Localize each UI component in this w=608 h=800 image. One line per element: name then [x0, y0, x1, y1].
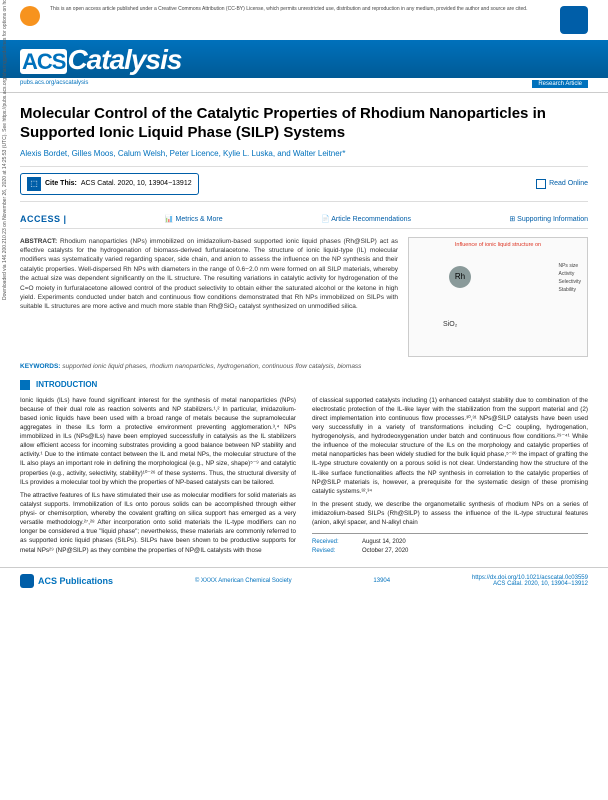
figure-rh-particle: Rh [449, 266, 471, 288]
footer-ref: ACS Catal. 2020, 10, 13904−13912 [472, 581, 588, 587]
footer-doi[interactable]: https://dx.doi.org/10.1021/acscatal.0c03… [472, 575, 588, 581]
cite-label: Cite This: [45, 180, 77, 187]
introduction-header: INTRODUCTION [20, 380, 588, 390]
abstract-label: ABSTRACT: [20, 238, 57, 245]
figure-property-labels: NPs size Activity Selectivity Stability [558, 262, 581, 294]
intro-p4: In the present study, we describe the or… [312, 500, 588, 527]
journal-title: ACSCatalysis [20, 44, 181, 75]
footer-logo: ACS Publications [20, 574, 113, 588]
footer-logo-icon [20, 574, 34, 588]
recommendations-link[interactable]: 📄 Article Recommendations [321, 215, 411, 223]
footer-copyright: © XXXX American Chemical Society [195, 578, 292, 584]
cite-row: ⬚ Cite This: ACS Catal. 2020, 10, 13904−… [20, 166, 588, 202]
abstract-body: Rhodium nanoparticles (NPs) immobilized … [20, 238, 398, 311]
open-access-text: This is an open access article published… [50, 6, 527, 13]
dates-box: Received: August 14, 2020 Revised: October… [312, 533, 588, 555]
cite-box[interactable]: ⬚ Cite This: ACS Catal. 2020, 10, 13904−… [20, 173, 199, 195]
body-columns: Ionic liquids (ILs) have found significa… [20, 396, 588, 559]
journal-header: ACSCatalysis [0, 40, 608, 78]
footer-page: 13904 [373, 578, 390, 584]
read-online-link[interactable]: Read Online [536, 179, 588, 189]
column-left: Ionic liquids (ILs) have found significa… [20, 396, 296, 559]
journal-url[interactable]: pubs.acs.org/acscatalysis [20, 80, 88, 88]
intro-p3: of classical supported catalysts includi… [312, 396, 588, 496]
abstract-figure: Influence of ionic liquid structure on R… [408, 237, 588, 357]
metrics-link[interactable]: 📊 Metrics & More [165, 215, 223, 223]
cite-ref: ACS Catal. 2020, 10, 13904−13912 [81, 180, 192, 187]
page-footer: ACS Publications © XXXX American Chemica… [0, 567, 608, 594]
supporting-info-link[interactable]: ⊞ Supporting Information [509, 215, 588, 223]
open-access-icon [20, 6, 40, 26]
download-note: Downloaded via 146.200.210.23 on Novembe… [2, 0, 8, 300]
figure-sio2-label: SiO₂ [443, 321, 457, 328]
section-icon [20, 380, 30, 390]
column-right: of classical supported catalysts includi… [312, 396, 588, 559]
article-title: Molecular Control of the Catalytic Prope… [20, 105, 588, 143]
cite-icon: ⬚ [27, 177, 41, 191]
keywords-label: KEYWORDS: [20, 363, 60, 370]
acs-logo-icon [560, 6, 588, 34]
article-content: Molecular Control of the Catalytic Prope… [0, 93, 608, 567]
revised-label: Revised: [312, 547, 354, 556]
read-online-label: Read Online [549, 180, 588, 187]
introduction-label: INTRODUCTION [36, 380, 97, 389]
received-label: Received: [312, 538, 354, 547]
keywords-line: KEYWORDS: supported ionic liquid phases,… [20, 363, 588, 370]
journal-name: Catalysis [67, 44, 181, 75]
abstract-text: ABSTRACT: Rhodium nanoparticles (NPs) im… [20, 237, 398, 357]
keywords-text: supported ionic liquid phases, rhodium n… [62, 363, 361, 370]
subheader: pubs.acs.org/acscatalysis Research Artic… [0, 78, 608, 93]
figure-title: Influence of ionic liquid structure on [413, 242, 583, 248]
intro-p2: The attractive features of ILs have stim… [20, 491, 296, 555]
read-icon [536, 179, 546, 189]
received-date: August 14, 2020 [362, 538, 406, 547]
footer-logo-text: ACS Publications [38, 576, 113, 586]
journal-acs: ACS [20, 49, 67, 74]
authors-list: Alexis Bordet, Gilles Moos, Calum Welsh,… [20, 149, 588, 158]
access-badge: ACCESS | [20, 214, 67, 224]
access-row: ACCESS | 📊 Metrics & More 📄 Article Reco… [20, 210, 588, 229]
article-type-badge: Research Article [532, 80, 588, 88]
open-access-banner: This is an open access article published… [0, 0, 608, 40]
intro-p1: Ionic liquids (ILs) have found significa… [20, 396, 296, 487]
abstract-section: ABSTRACT: Rhodium nanoparticles (NPs) im… [20, 237, 588, 357]
revised-date: October 27, 2020 [362, 547, 408, 556]
